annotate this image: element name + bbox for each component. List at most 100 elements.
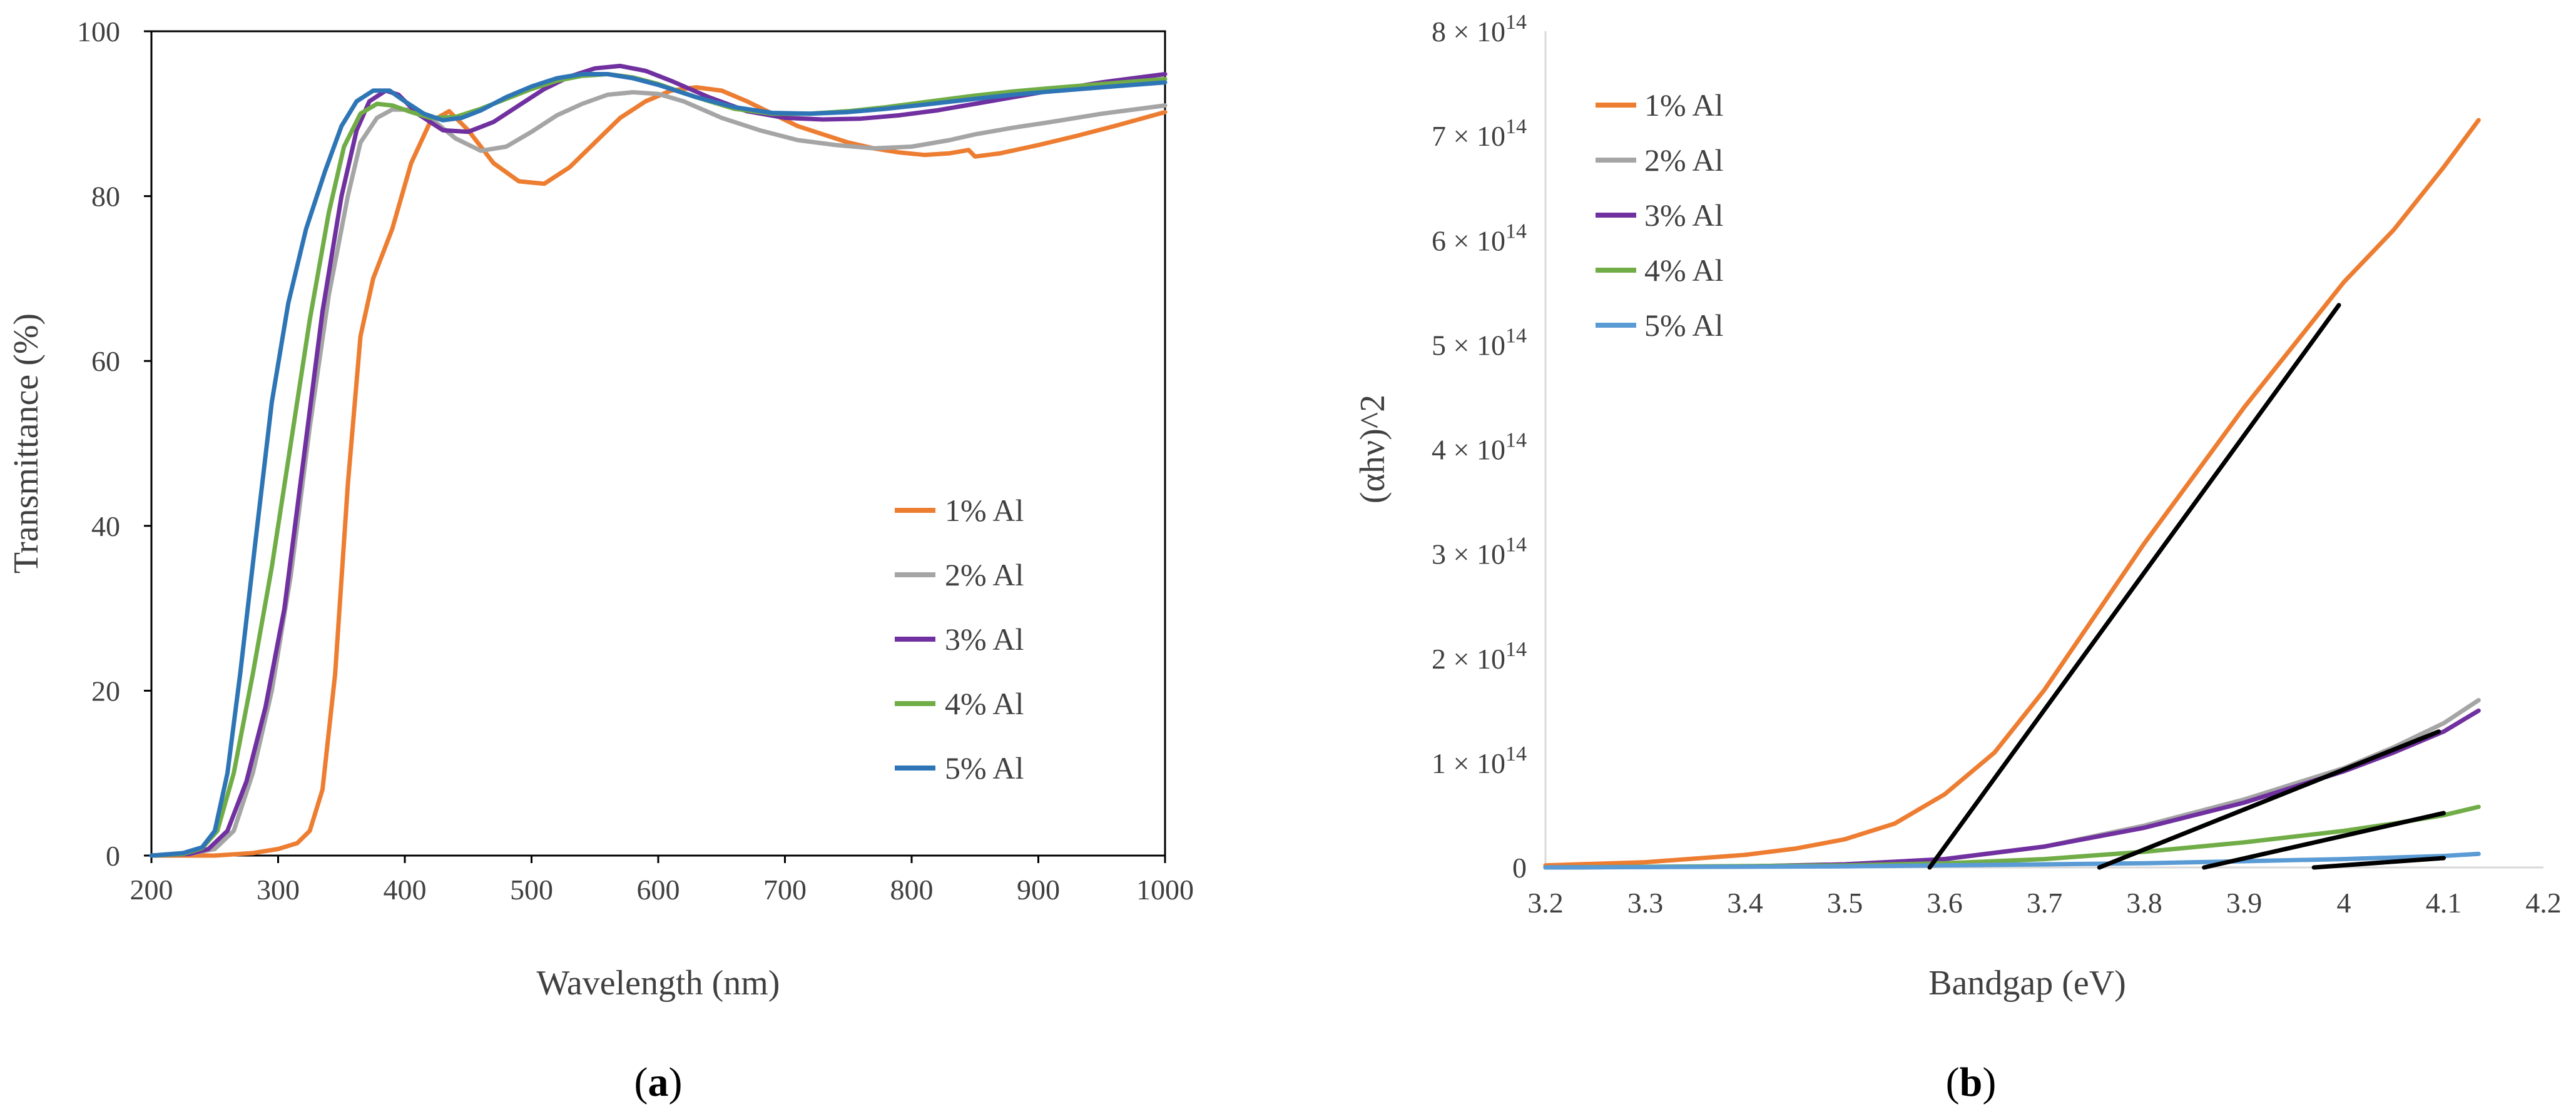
- plot-a-y-tick-label: 100: [77, 16, 120, 48]
- plot-a-legend-label: 4% Al: [945, 686, 1024, 721]
- plot-a-legend-label: 1% Al: [945, 493, 1024, 528]
- plot-b-xlabel: Bandgap (eV): [1928, 964, 2126, 1003]
- plot-b-tangent-line: [2202, 811, 2446, 870]
- plot-b-x-tick-label: 3.5: [1827, 887, 1863, 919]
- plot-b-tangent-line: [2097, 729, 2441, 870]
- panel-label-b-open: (: [1946, 1059, 1960, 1105]
- panel-label-a-letter: a: [648, 1059, 669, 1105]
- plot-b-y-tick-base: 10: [1477, 16, 1505, 48]
- plot-b-y-tick-base: 10: [1477, 538, 1505, 570]
- plot-b-y-tick-times: ×: [1453, 747, 1477, 779]
- plot-b-y-tick-label: 1 × 1014: [1432, 742, 1527, 779]
- plot-b-tangent-line: [1927, 303, 2341, 870]
- plot-b-x-tick-label: 4.1: [2426, 887, 2462, 919]
- plot-b-ylabel: (αhν)^2: [1353, 395, 1392, 503]
- plot-a-y-tick-label: 40: [91, 510, 120, 542]
- plot-b-y-tick-exponent: 14: [1505, 638, 1527, 661]
- panel-label-b-letter: b: [1960, 1059, 1983, 1105]
- plot-a-series-line: [149, 63, 1168, 858]
- plot-a-xlabel: Wavelength (nm): [537, 964, 780, 1003]
- plot-b-series-line: [1543, 118, 2481, 868]
- plot-b-x-tick-label: 3.8: [2126, 887, 2162, 919]
- plot-b-y-tick-times: ×: [1453, 434, 1477, 466]
- plot-b-y-tick-base: 10: [1477, 120, 1505, 152]
- plot-b-y-tick-base: 10: [1477, 747, 1505, 779]
- panel-label-b: (b): [1946, 1059, 1997, 1105]
- plot-a-ylabel: Transmittance (%): [7, 313, 46, 574]
- plot-a-legend-label: 5% Al: [945, 751, 1024, 786]
- plot-a-x-tick-label: 300: [257, 874, 300, 906]
- plot-a-series-line: [149, 85, 1168, 858]
- plot-b-y-tick-label: 8 × 1014: [1432, 11, 1527, 48]
- plot-a-y-tick-label: 80: [91, 181, 120, 213]
- plot-b-x-tick-label: 3.7: [2027, 887, 2063, 919]
- plot-a-x-tick-label: 900: [1017, 874, 1060, 906]
- plot-b-y-tick-mantissa: 7: [1432, 120, 1453, 152]
- panel-label-a-open: (: [634, 1059, 648, 1105]
- plot-b-legend-label: 1% Al: [1644, 88, 1723, 123]
- plot-a-y-tick-label: 0: [106, 840, 120, 872]
- plot-b-y-tick-times: ×: [1453, 16, 1477, 48]
- plot-a-x-tick-label: 500: [510, 874, 553, 906]
- plot-b-y-tick-label: 7 × 1014: [1432, 115, 1527, 152]
- panel-label-a: (a): [634, 1059, 683, 1105]
- plot-b-y-tick-mantissa: 6: [1432, 225, 1453, 256]
- plot-b-y-tick-mantissa: 5: [1432, 329, 1453, 361]
- plot-b-series-line: [1543, 698, 2481, 870]
- plot-a-x-tick-label: 400: [384, 874, 427, 906]
- plot-b-x-tick-label: 4.2: [2525, 887, 2562, 919]
- plot-a-x-tick-label: 700: [763, 874, 807, 906]
- plot-b-y-tick-label: 0: [1512, 852, 1527, 884]
- plot-b-x-tick-label: 4: [2337, 887, 2351, 919]
- plot-b-y-tick-base: 10: [1477, 643, 1505, 675]
- plot-a-x-tick-label: 1000: [1136, 874, 1194, 906]
- plot-b-x-tick-label: 3.3: [1627, 887, 1664, 919]
- plot-b-series-line: [1543, 851, 2481, 870]
- plot-b-y-tick-exponent: 14: [1505, 115, 1527, 138]
- plot-b-x-tick-label: 3.9: [2226, 887, 2263, 919]
- plot-b-y-tick-label: 6 × 1014: [1432, 220, 1527, 256]
- plot-a-x-tick-label: 800: [890, 874, 934, 906]
- plot-a-series-line: [149, 72, 1168, 858]
- plot-b-x-tick-label: 3.6: [1927, 887, 1963, 919]
- plot-b-y-tick-exponent: 14: [1505, 324, 1527, 347]
- plot-b-y-tick-label: 5 × 1014: [1432, 324, 1527, 361]
- plot-b-y-tick-base: 10: [1477, 329, 1505, 361]
- plot-b-y-tick-exponent: 14: [1505, 429, 1527, 452]
- plot-b-series-line: [1543, 708, 2481, 870]
- plot-b-legend-label: 2% Al: [1644, 143, 1723, 178]
- panel-label-a-close: ): [669, 1059, 683, 1105]
- plot-a-y-tick-label: 20: [91, 675, 120, 707]
- plot-b-y-tick-mantissa: 8: [1432, 16, 1453, 48]
- plot-b-x-tick-label: 3.4: [1727, 887, 1763, 919]
- plot-b-y-tick-mantissa: 4: [1432, 434, 1453, 466]
- plot-b-y-tick-times: ×: [1453, 538, 1477, 570]
- plot-b-y-tick-mantissa: 2: [1432, 643, 1453, 675]
- panel-label-b-close: ): [1982, 1059, 1996, 1105]
- plot-b-y-tick-mantissa: 1: [1432, 747, 1453, 779]
- plot-a-legend-label: 3% Al: [945, 622, 1024, 657]
- plot-a-y-tick-label: 60: [91, 345, 120, 377]
- plot-b-y-tick-base: 10: [1477, 434, 1505, 466]
- plot-b-y-tick-exponent: 14: [1505, 11, 1527, 34]
- plot-b-legend-label: 3% Al: [1644, 198, 1723, 233]
- plot-b-y-tick-mantissa: 3: [1432, 538, 1453, 570]
- plot-b-y-tick-base: 10: [1477, 225, 1505, 256]
- plot-b-legend-label: 5% Al: [1644, 308, 1723, 343]
- plot-a-legend-label: 2% Al: [945, 557, 1024, 592]
- plot-b-legend-label: 4% Al: [1644, 253, 1723, 288]
- plot-b-y-tick-exponent: 14: [1505, 742, 1527, 766]
- plot-b-y-tick-label: 4 × 1014: [1432, 429, 1527, 466]
- plot-b-y-tick-times: ×: [1453, 120, 1477, 152]
- plot-b-y-tick-times: ×: [1453, 225, 1477, 256]
- plot-a-x-tick-label: 200: [130, 874, 173, 906]
- plot-b-y-tick-label: 2 × 1014: [1432, 638, 1527, 675]
- plot-b-y-tick-label: 3 × 1014: [1432, 533, 1527, 570]
- plot-a-x-tick-label: 600: [637, 874, 680, 906]
- plot-b-x-tick-label: 3.2: [1527, 887, 1564, 919]
- plot-b-y-tick-exponent: 14: [1505, 220, 1527, 243]
- plot-b-y-tick-exponent: 14: [1505, 533, 1527, 557]
- plot-b-tangent-line: [2311, 856, 2446, 870]
